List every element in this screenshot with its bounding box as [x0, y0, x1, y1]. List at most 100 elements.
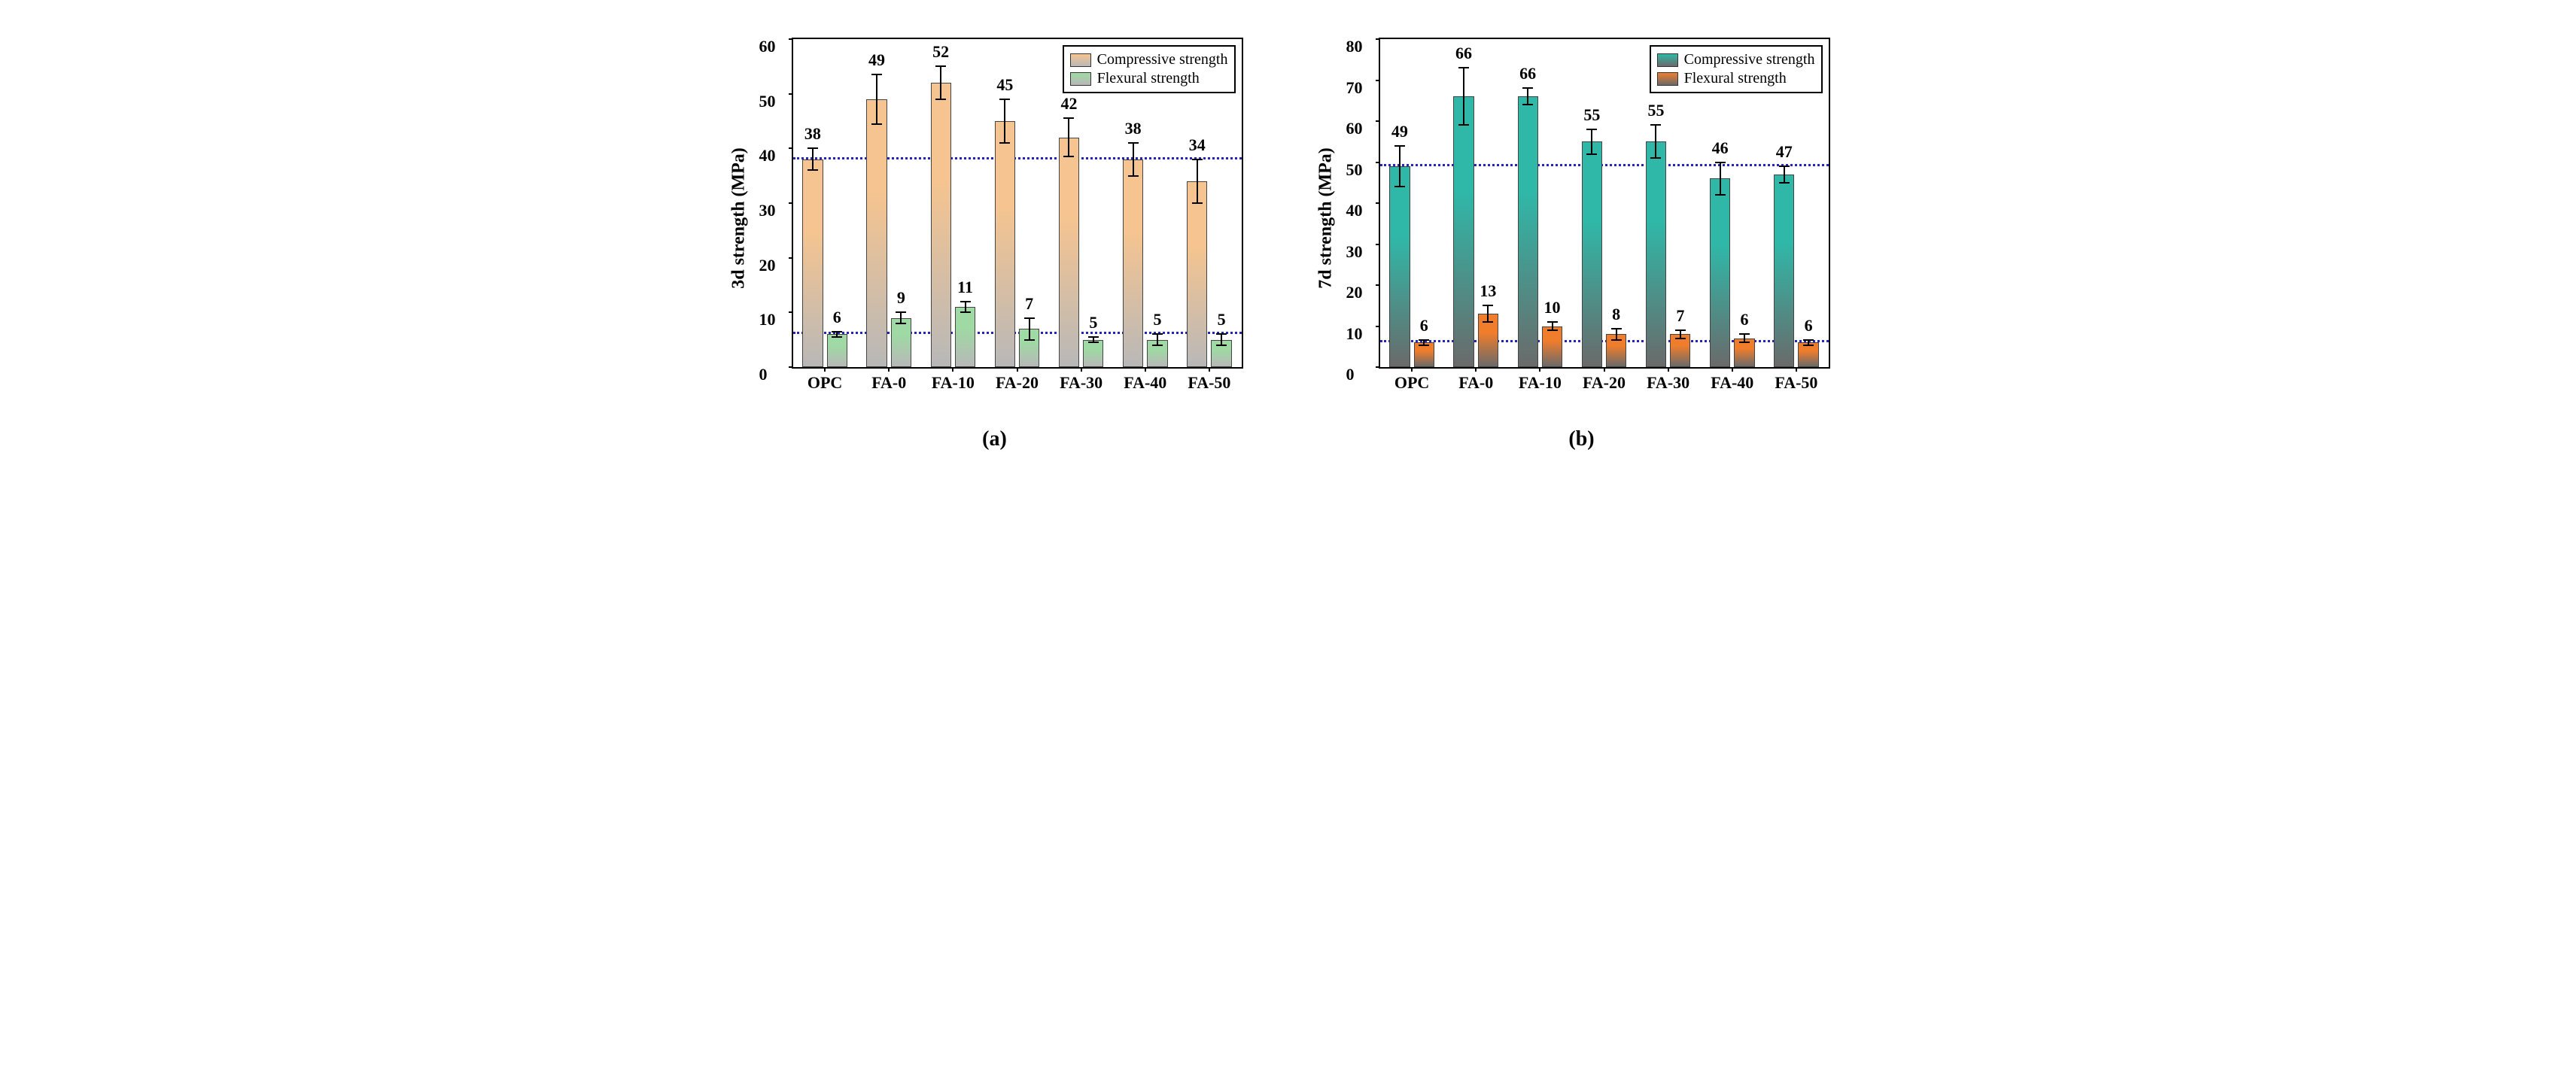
ytick: 20 [1346, 283, 1363, 302]
errorcap [1024, 317, 1035, 319]
errorcap [1650, 124, 1661, 126]
errorcap [1675, 338, 1686, 339]
xtick: FA-0 [871, 373, 906, 393]
bar-label: 6 [833, 308, 841, 327]
errorcap [1803, 339, 1814, 341]
errorbar [1655, 125, 1656, 158]
errorbar [1591, 129, 1592, 154]
panel-b: 7d strength (MPa) 01020304050607080OPC49… [1318, 23, 1845, 451]
errorbar [1720, 162, 1721, 196]
errorcap [1650, 157, 1661, 159]
ytick: 60 [759, 37, 776, 56]
xtick: FA-50 [1775, 373, 1817, 393]
errorcap [807, 147, 818, 149]
ytick-mark [789, 38, 793, 40]
legend-swatch [1070, 53, 1091, 67]
errorcap [1394, 145, 1405, 147]
ytick-mark [1376, 326, 1380, 327]
errorcap [1522, 87, 1533, 89]
errorcap [1063, 156, 1074, 157]
legend-item: Compressive strength [1070, 51, 1228, 68]
errorcap [1458, 124, 1469, 126]
xtick: FA-40 [1124, 373, 1166, 393]
bar-label: 7 [1025, 294, 1033, 314]
legend-item: Compressive strength [1657, 51, 1815, 68]
errorcap [1739, 333, 1750, 335]
plot-b: 01020304050607080OPC496FA-06613FA-106610… [1379, 38, 1830, 369]
errorcap [1458, 67, 1469, 68]
ytick: 30 [1346, 242, 1363, 262]
errorcap [1216, 345, 1227, 346]
errorcap [1152, 333, 1163, 335]
errorcap [1483, 305, 1493, 306]
ytick-mark [789, 311, 793, 313]
legend-label: Flexural strength [1097, 70, 1200, 87]
errorcap [1715, 194, 1726, 196]
errorcap [1216, 333, 1227, 335]
legend-item: Flexural strength [1070, 70, 1228, 87]
bar-label: 34 [1189, 135, 1206, 155]
errorbar [1221, 334, 1222, 345]
errorbar [1004, 99, 1005, 143]
xtick: FA-30 [1060, 373, 1102, 393]
bar-label: 38 [804, 124, 821, 144]
ytick-mark [1376, 366, 1380, 368]
bar-label: 7 [1676, 306, 1684, 326]
xtick: FA-20 [1583, 373, 1626, 393]
panel-a: 3d strength (MPa) 0102030405060OPC386FA-… [731, 23, 1258, 451]
xtick: FA-10 [932, 373, 975, 393]
errorbar [876, 74, 877, 123]
errorbar [900, 312, 902, 323]
errorcap [1779, 182, 1790, 184]
ytick-mark [1376, 202, 1380, 204]
errorcap [935, 65, 946, 67]
xtick-mark [888, 367, 890, 372]
errorcap [1803, 345, 1814, 346]
legend-label: Compressive strength [1097, 51, 1228, 68]
bar-label: 6 [1805, 316, 1813, 336]
bar-label: 38 [1125, 119, 1142, 138]
ytick-mark [1376, 120, 1380, 122]
errorcap [1192, 202, 1203, 204]
bar-label: 49 [1391, 122, 1408, 141]
errorcap [960, 301, 971, 302]
bar-label: 13 [1480, 281, 1496, 301]
errorcap [960, 311, 971, 313]
bar-label: 47 [1776, 142, 1793, 162]
bar-compressive [802, 159, 823, 367]
errorbar [812, 148, 814, 170]
errorbar [1784, 166, 1785, 183]
errorbar [965, 302, 966, 313]
bar-compressive [1518, 96, 1538, 367]
bar-flexural [1798, 342, 1818, 367]
errorbar [940, 66, 941, 99]
xtick-mark [1081, 367, 1082, 372]
bar-flexural [955, 307, 975, 367]
errorbar [1068, 118, 1069, 156]
bar-flexural [1414, 342, 1434, 367]
chart-pair: 3d strength (MPa) 0102030405060OPC386FA-… [0, 0, 2576, 474]
reference-line [1380, 340, 1829, 342]
ytick: 60 [1346, 119, 1363, 138]
ytick-mark [789, 202, 793, 204]
bar-label: 5 [1089, 313, 1097, 332]
bar-label: 6 [1420, 316, 1428, 336]
bar-label: 45 [996, 75, 1013, 95]
bar-flexural [1670, 334, 1690, 367]
reference-line [793, 332, 1242, 334]
bar-compressive [1187, 181, 1207, 367]
errorcap [1419, 339, 1429, 341]
ytick: 70 [1346, 78, 1363, 98]
errorcap [832, 331, 842, 332]
xtick-mark [1017, 367, 1018, 372]
errorcap [1063, 117, 1074, 119]
errorcap [1675, 329, 1686, 331]
xtick-mark [952, 367, 953, 372]
errorcap [1611, 339, 1622, 341]
errorbar [1616, 329, 1617, 339]
bar-compressive [1774, 175, 1794, 367]
ytick-mark [1376, 162, 1380, 163]
errorcap [1611, 328, 1622, 329]
bar-compressive [1453, 96, 1474, 367]
legend: Compressive strength Flexural strength [1063, 45, 1236, 93]
